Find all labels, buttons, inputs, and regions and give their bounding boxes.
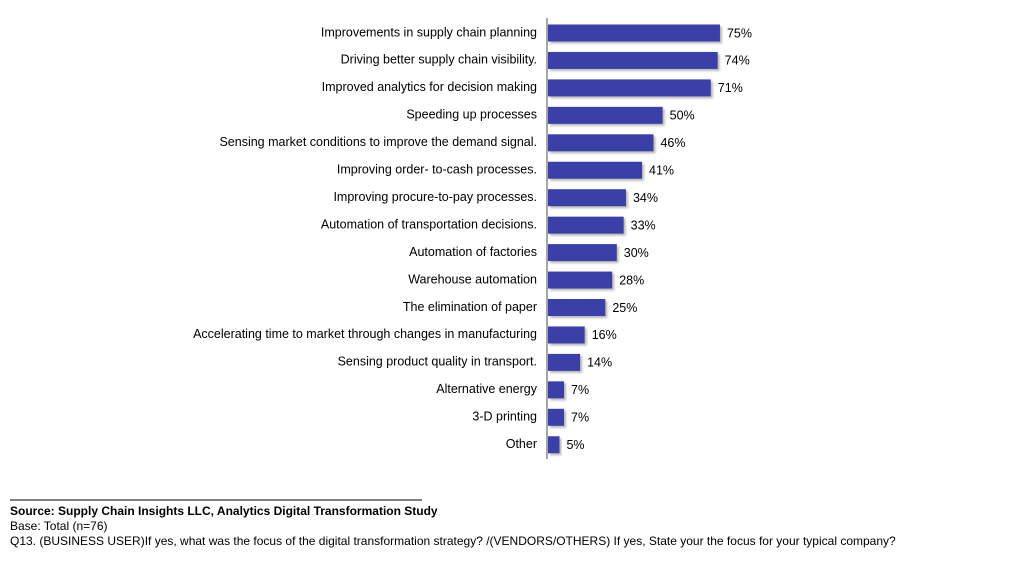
value-label: 41% [649, 164, 674, 178]
category-label: Automation of transportation decisions. [321, 217, 537, 231]
category-label: Alternative energy [436, 382, 538, 396]
category-label: Automation of factories [409, 245, 537, 259]
value-label: 28% [619, 273, 644, 287]
value-label: 25% [612, 301, 637, 315]
source: Source: Supply Chain Insights LLC, Analy… [10, 504, 438, 518]
category-label: Driving better supply chain visibility. [341, 53, 537, 67]
bar [548, 51, 718, 69]
bar [548, 299, 606, 316]
bar [548, 381, 565, 399]
bar [548, 244, 617, 262]
category-label: Sensing market conditions to improve the… [219, 135, 537, 149]
value-label: 14% [587, 356, 612, 370]
bar [548, 408, 565, 426]
bar [548, 216, 624, 234]
bar [548, 161, 643, 179]
category-label: Other [506, 437, 537, 451]
category-label: Improving order- to-cash processes. [337, 163, 537, 177]
value-label: 16% [592, 328, 617, 342]
bar [548, 79, 711, 97]
value-label: 33% [631, 218, 656, 232]
category-label: Speeding up processes [406, 108, 537, 122]
bar [548, 436, 560, 454]
value-label: 46% [660, 136, 685, 150]
value-label: 7% [571, 411, 589, 425]
bar [548, 353, 581, 371]
category-label: The elimination of paper [403, 300, 537, 314]
base: Base: Total (n=76) [10, 519, 108, 533]
category-label: Sensing product quality in transport. [338, 355, 537, 369]
category-label: Accelerating time to market through chan… [193, 327, 537, 341]
category-label: Improved analytics for decision making [322, 80, 537, 94]
category-label: 3-D printing [472, 410, 537, 424]
bar [548, 134, 654, 152]
category-label: Improving procure-to-pay processes. [333, 190, 537, 204]
category-label: Improvements in supply chain planning [321, 25, 537, 39]
value-label: 5% [566, 438, 584, 452]
bar [548, 189, 626, 207]
bar [548, 271, 613, 289]
bar [548, 326, 585, 344]
question: Q13. (BUSINESS USER)If yes, what was the… [10, 534, 896, 548]
bar [548, 24, 720, 42]
value-label: 50% [670, 109, 695, 123]
category-label: Warehouse automation [408, 272, 537, 286]
value-label: 71% [718, 81, 743, 95]
bar [548, 106, 663, 124]
value-label: 75% [727, 26, 752, 40]
value-label: 74% [725, 54, 750, 68]
value-label: 34% [633, 191, 658, 205]
value-label: 7% [571, 383, 589, 397]
value-label: 30% [624, 246, 649, 260]
